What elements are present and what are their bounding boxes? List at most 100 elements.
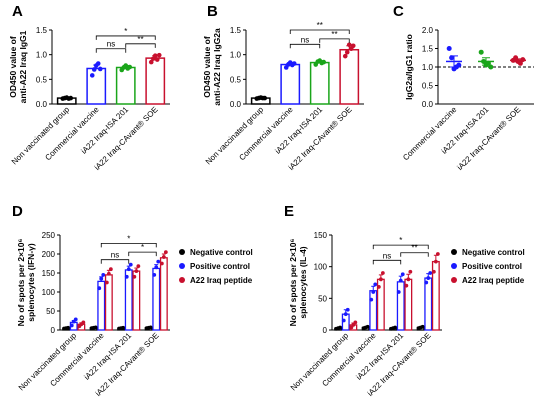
E-data-point <box>353 320 358 325</box>
D-data-point <box>69 323 74 328</box>
C-category-label: Commercial vaccine <box>401 105 459 163</box>
E-data-point <box>398 278 403 283</box>
E-data-point <box>408 269 413 274</box>
panel-c-plot: 0.0 0.5 1.0 1.5 2.0 IgG2a/IgG1 ratio Commercia… <box>401 26 534 172</box>
D-legend-label: Positive control <box>190 262 250 271</box>
D-y-tick-label: 0 <box>51 326 56 335</box>
E-data-point <box>396 290 401 294</box>
B-data-point <box>262 95 268 101</box>
A-y-axis-label: OD450 value of <box>8 36 18 98</box>
D-y-tick-label: 150 <box>42 269 56 278</box>
E-category-label: iA22 Iraq-ISA 201 <box>354 331 405 382</box>
D-significance-bracket <box>100 259 130 264</box>
A-category-label: Commercial vaccine <box>43 105 101 163</box>
A-data-point <box>152 53 158 58</box>
A-bar <box>115 66 136 105</box>
D-significance-bracket <box>100 242 157 248</box>
D-data-point <box>108 267 113 272</box>
E-significance-label: ** <box>411 244 417 253</box>
D-data-point <box>159 261 164 266</box>
B-y-axis-label: anti-A22 Iraq IgG2a <box>212 28 222 106</box>
B-significance-label: ns <box>301 35 309 44</box>
A-data-point <box>156 52 162 58</box>
B-y-tick-label: 0.5 <box>230 75 242 84</box>
D-y-tick-label: 50 <box>46 307 55 316</box>
D-y-axis-label: splenocytes (IFN-γ) <box>26 243 36 322</box>
panel-letter-b: B <box>207 3 218 20</box>
A-y-tick-label: 0.0 <box>36 100 48 109</box>
E-data-point <box>380 271 385 275</box>
E-significance-bracket <box>372 244 429 250</box>
panel-b: B 0.0 0.5 1.0 1.5 OD450 value of anti-A22 Ira… <box>202 3 364 172</box>
E-data-point <box>338 325 343 330</box>
D-data-point <box>101 273 106 277</box>
D-data-point <box>156 259 161 264</box>
panel-letter-d: D <box>12 203 23 220</box>
A-data-point <box>68 95 74 101</box>
E-legend-label: Positive control <box>462 262 522 271</box>
B-y-tick-label: 0.0 <box>230 100 242 109</box>
E-data-point <box>400 272 405 277</box>
A-data-point <box>95 61 101 66</box>
D-legend-marker <box>179 249 185 255</box>
E-y-tick-label: 100 <box>314 263 328 272</box>
B-data-point <box>350 43 356 49</box>
A-data-point <box>148 59 154 65</box>
D-significance-label: ns <box>111 251 119 260</box>
E-data-point <box>420 324 425 329</box>
E-significance-label: ns <box>383 251 391 260</box>
A-significance-bracket <box>125 43 156 48</box>
B-bar <box>339 48 360 105</box>
D-legend-label: A22 Iraq peptide <box>190 276 253 285</box>
E-legend-label: A22 Iraq peptide <box>462 276 525 285</box>
E-bar <box>369 290 378 331</box>
E-significance-bracket <box>400 252 429 257</box>
E-legend-marker <box>451 277 457 283</box>
B-significance-bracket <box>289 29 350 34</box>
D-data-point <box>73 317 78 322</box>
D-data-point <box>134 269 139 273</box>
E-y-tick-label: 50 <box>318 294 327 303</box>
panel-a-plot: 0.0 0.5 1.0 1.5 OD450 value of anti-A22 Iraq … <box>8 26 170 172</box>
B-significance-bracket <box>319 38 350 43</box>
E-data-point <box>433 259 438 264</box>
D-data-point <box>154 265 159 270</box>
D-data-point <box>66 325 71 330</box>
A-data-point <box>97 66 103 72</box>
A-significance-bracket <box>95 35 156 40</box>
A-bar <box>86 67 107 105</box>
A-bar <box>145 57 166 105</box>
E-y-axis-label: No of spots per 2×10⁶ <box>288 239 298 327</box>
E-data-point <box>345 307 350 312</box>
C-y-tick-label: 0.0 <box>422 100 434 109</box>
D-data-point <box>163 250 168 255</box>
D-y-tick-label: 250 <box>42 231 56 240</box>
A-significance-label: ** <box>137 35 143 44</box>
D-bar <box>124 269 133 331</box>
D-bar <box>152 267 161 331</box>
B-data-point <box>346 42 352 48</box>
E-data-point <box>343 312 348 317</box>
C-y-tick-label: 0.5 <box>422 82 434 91</box>
A-category-label: Non vaccinated group <box>10 105 72 167</box>
B-data-point <box>344 49 350 55</box>
B-bar <box>280 63 301 105</box>
A-y-tick-label: 0.5 <box>36 75 48 84</box>
A-data-point <box>89 73 95 78</box>
panel-e: E 0 50 100 150 No of spots per 2×10⁶ splenocy… <box>284 203 525 398</box>
B-category-label: Commercial vaccine <box>237 105 295 163</box>
E-data-point <box>369 297 374 302</box>
E-y-tick-label: 150 <box>314 231 328 240</box>
D-data-point <box>152 273 157 277</box>
A-data-point <box>154 57 160 62</box>
E-data-point <box>406 277 411 282</box>
panel-d-plot: 0 50 100 150 200 250 No of spots per 2×10⁶ sple… <box>16 231 253 398</box>
D-legend-marker <box>179 277 185 283</box>
D-category-label: iA22 Iraq-ISA 201 <box>82 331 133 382</box>
C-data-point <box>449 55 455 61</box>
panel-c: C 0.0 0.5 1.0 1.5 2.0 IgG2a/IgG1 ratio Commerc… <box>393 3 534 172</box>
panel-e-plot: 0 50 100 150 No of spots per 2×10⁶ splenocyte… <box>288 231 525 398</box>
D-significance-label: * <box>127 234 130 243</box>
B-y-axis-label: OD450 value of <box>202 36 212 98</box>
